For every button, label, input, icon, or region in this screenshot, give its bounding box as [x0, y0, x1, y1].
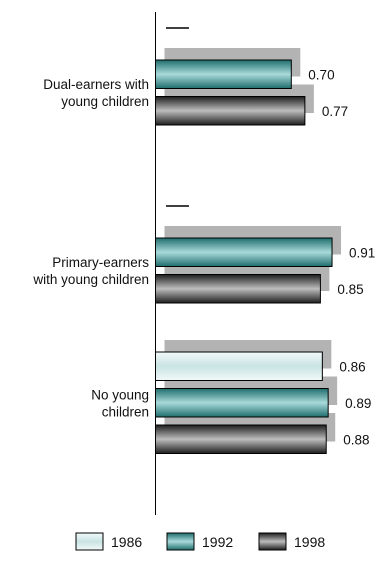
category-label-2-line-1: children: [102, 404, 149, 419]
category-label-0-line-1: young children: [61, 94, 149, 109]
value-label-1992-2: 0.89: [345, 396, 371, 411]
legend-swatch-1998: [258, 532, 287, 551]
value-label-1992-0: 0.70: [308, 67, 334, 82]
value-label-1998-2: 0.88: [343, 432, 369, 447]
legend-swatch-1986: [75, 532, 104, 551]
legend-label-1986: 1986: [111, 534, 142, 550]
legend-label-1992: 1992: [202, 534, 233, 550]
bar-1986-2: [155, 351, 323, 381]
category-label-0-line-0: Dual-earners with: [43, 77, 149, 92]
category-label-2-line-0: No young: [91, 387, 149, 402]
bar-1998-0: [155, 96, 306, 126]
value-label-1992-1: 0.91: [349, 245, 375, 260]
bar-1992-0: [155, 59, 292, 89]
legend-swatch-1992: [166, 532, 195, 551]
value-label-1998-1: 0.85: [337, 282, 363, 297]
category-label-1-line-1: with young children: [32, 272, 149, 287]
value-label-1986-2: 0.86: [339, 359, 365, 374]
bar-1992-2: [155, 388, 329, 418]
bar-1992-1: [155, 237, 333, 267]
legend-label-1998: 1998: [294, 534, 325, 550]
category-label-1-line-0: Primary-earners: [52, 255, 149, 270]
bar-1998-1: [155, 274, 321, 304]
value-label-1998-0: 0.77: [322, 104, 348, 119]
bar-1998-2: [155, 424, 327, 454]
